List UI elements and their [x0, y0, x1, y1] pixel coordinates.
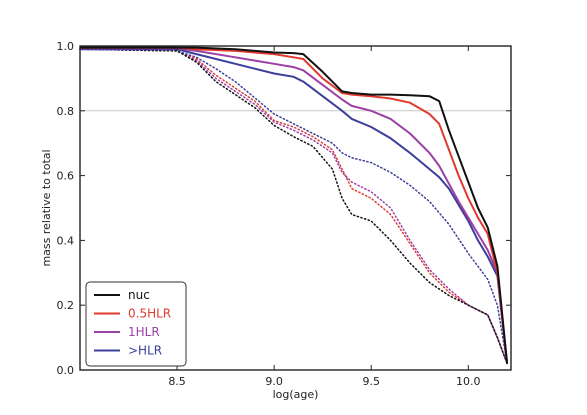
y-axis-label: mass relative to total	[40, 149, 53, 266]
x-tick-label: 9.5	[362, 375, 380, 388]
legend-label: 0.5HLR	[128, 307, 171, 321]
series-layer	[79, 46, 509, 365]
series-line-dotted-4	[79, 48, 508, 365]
series-line-dotted-7	[79, 48, 508, 365]
x-tick-label: 8.5	[168, 375, 186, 388]
series-line-1hlr	[80, 47, 509, 364]
series-line-dotted-6	[79, 48, 508, 365]
legend-label: nuc	[128, 288, 150, 302]
x-tick-label: 9.0	[265, 375, 283, 388]
y-tick-label: 0.6	[57, 170, 75, 183]
series-line--hlr	[80, 48, 509, 364]
legend: nuc 0.5HLR 1HLR >HLR	[85, 281, 187, 367]
legend-label: 1HLR	[128, 325, 160, 339]
y-tick-label: 0.0	[57, 364, 75, 377]
y-tick-label: 1.0	[57, 40, 75, 53]
legend-box	[85, 281, 187, 367]
x-tick-label: 10.0	[456, 375, 481, 388]
legend-label: >HLR	[128, 344, 162, 358]
x-axis-label: log(age)	[273, 388, 319, 401]
y-tick-label: 0.8	[57, 105, 75, 118]
series-line-0-5hlr	[80, 46, 509, 364]
tick-layer: 8.5 9.0 9.5 10.0 0.0 0.2 0.4 0.6 0.8 1.0	[57, 40, 511, 388]
y-tick-label: 0.2	[57, 299, 75, 312]
series-line-nuc	[80, 46, 509, 364]
y-tick-label: 0.4	[57, 234, 75, 247]
series-line-dotted-5	[79, 48, 508, 365]
plot-frame	[79, 45, 512, 371]
